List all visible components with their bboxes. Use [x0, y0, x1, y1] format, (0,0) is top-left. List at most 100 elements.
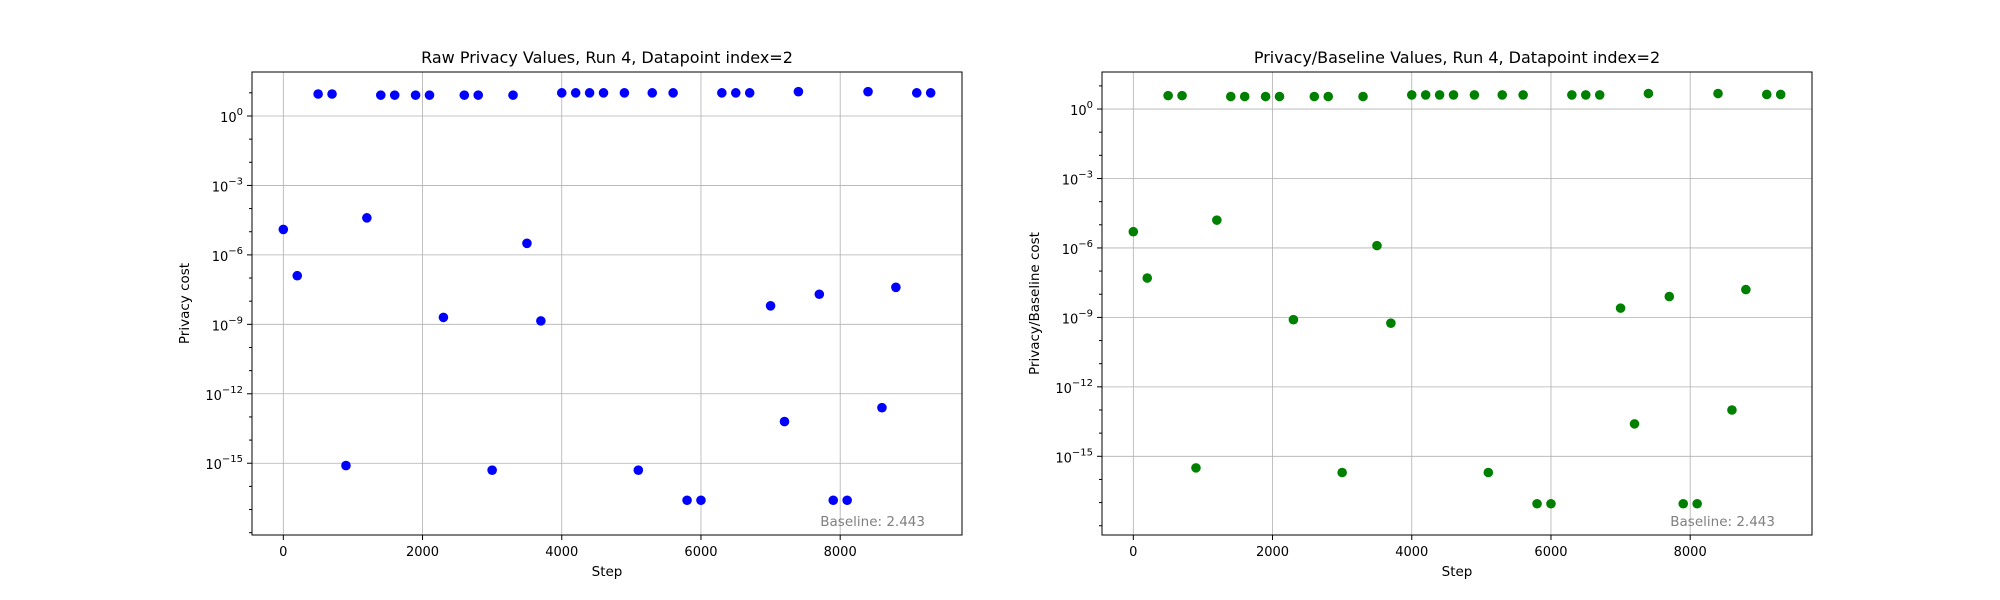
left-data-point: [744, 88, 755, 98]
left-x-tick-label: 4000: [545, 545, 578, 560]
left-data-point: [362, 213, 372, 223]
right-y-tick-label: 100: [1070, 100, 1093, 119]
right-data-point: [1177, 90, 1187, 101]
left-data-point: [668, 88, 678, 98]
right-data-point: [1337, 467, 1347, 478]
left-data-point: [522, 238, 532, 249]
left-y-axis-label: Privacy cost: [177, 263, 193, 344]
right-data-point: [1664, 291, 1675, 302]
left-data-point: [717, 88, 727, 98]
right-data-point: [1288, 314, 1299, 325]
left-data-point: [647, 88, 658, 98]
right-data-point: [1678, 498, 1689, 509]
right-data-point: [1142, 273, 1153, 283]
right-data-point: [1372, 240, 1382, 251]
right-data-point: [1163, 90, 1173, 101]
right-x-tick-label: 8000: [1674, 545, 1707, 560]
left-data-point: [814, 289, 825, 300]
left-data-point: [508, 90, 518, 100]
left-data-point: [341, 460, 351, 471]
left-data-point: [696, 495, 706, 506]
left-axis-ticks: 0 2000 4000 6000 8000 100 10−3 10−6 10−9 10−12 10−…: [205, 92, 857, 560]
left-data-point: [584, 88, 595, 98]
left-x-tick-label: 8000: [824, 545, 857, 560]
right-x-axis-label: Step: [1442, 564, 1473, 580]
left-baseline-annotation: Baseline: 2.443: [820, 514, 925, 530]
right-data-point: [1615, 303, 1626, 313]
right-data-point: [1567, 90, 1577, 100]
right-data-point: [1532, 498, 1542, 509]
left-data-point: [487, 465, 497, 475]
right-panel-privacy-baseline: Privacy/Baseline Values, Run 4, Datapoin…: [1027, 48, 1813, 580]
left-y-tick-label: 10−6: [212, 246, 243, 265]
right-data-point: [1448, 90, 1459, 100]
right-chart-title: Privacy/Baseline Values, Run 4, Datapoin…: [1254, 48, 1660, 67]
left-data-point: [682, 495, 692, 506]
right-data-point: [1191, 463, 1201, 473]
right-data-point: [1497, 90, 1508, 100]
right-y-tick-label: 10−15: [1055, 447, 1093, 466]
right-data-point: [1434, 90, 1445, 100]
left-data-point: [536, 316, 546, 326]
left-data-point: [779, 416, 790, 427]
right-y-tick-label: 10−6: [1062, 239, 1093, 258]
left-data-point: [375, 90, 386, 100]
left-y-tick-label: 10−12: [205, 385, 243, 404]
left-data-point: [327, 89, 337, 99]
left-data-point: [730, 88, 741, 98]
left-x-tick-label: 2000: [406, 545, 439, 560]
left-data-point: [619, 88, 630, 98]
right-data-point: [1741, 284, 1751, 295]
left-data-point: [842, 495, 852, 506]
left-data-point: [556, 88, 567, 98]
left-data-point: [473, 90, 484, 100]
left-x-axis-label: Step: [592, 564, 623, 580]
right-axes-frame: [1101, 71, 1813, 536]
right-axis-ticks: 0 2000 4000 6000 8000 100 10−3 10−6 10−9 10−12 10−…: [1055, 85, 1707, 560]
left-data-point: [925, 88, 936, 98]
right-data-point: [1225, 91, 1236, 102]
right-data-point: [1483, 467, 1494, 478]
right-data-point: [1469, 90, 1480, 100]
right-data-point: [1274, 91, 1285, 102]
left-data-point: [793, 86, 804, 97]
right-x-tick-label: 4000: [1395, 545, 1428, 560]
right-data-point: [1420, 90, 1431, 100]
left-data-point: [633, 465, 644, 475]
right-x-tick-label: 0: [1129, 545, 1137, 560]
left-data-point: [292, 270, 303, 281]
right-data-point: [1594, 90, 1605, 100]
right-grid: [1102, 72, 1812, 535]
left-y-tick-label: 10−9: [212, 315, 243, 334]
left-data-point: [459, 90, 470, 100]
right-data-point: [1386, 318, 1396, 328]
left-data-point: [891, 282, 901, 293]
right-data-point: [1629, 419, 1640, 429]
right-data-point: [1323, 91, 1334, 102]
right-y-axis-label: Privacy/Baseline cost: [1027, 232, 1043, 375]
left-panel-raw-privacy: Raw Privacy Values, Run 4, Datapoint ind…: [177, 48, 963, 580]
left-axes-frame: [251, 71, 963, 536]
right-data-point: [1212, 215, 1222, 225]
right-y-tick-label: 10−9: [1062, 308, 1093, 327]
right-data-point: [1546, 498, 1556, 509]
left-data-point: [410, 90, 421, 100]
right-x-tick-label: 2000: [1256, 545, 1289, 560]
right-data-point: [1692, 498, 1702, 509]
right-y-tick-label: 10−3: [1062, 169, 1093, 188]
right-data-point: [1775, 89, 1786, 100]
left-scatter-points: [278, 86, 936, 506]
left-data-point: [438, 312, 449, 323]
right-data-point: [1260, 91, 1271, 102]
left-data-point: [313, 89, 323, 99]
left-grid: [252, 72, 962, 535]
right-data-point: [1518, 90, 1528, 100]
left-data-point: [389, 90, 400, 100]
right-scatter-points: [1128, 88, 1786, 509]
right-x-tick-label: 6000: [1534, 545, 1567, 560]
right-data-point: [1713, 88, 1723, 99]
left-data-point: [911, 88, 922, 98]
right-data-point: [1580, 90, 1591, 100]
